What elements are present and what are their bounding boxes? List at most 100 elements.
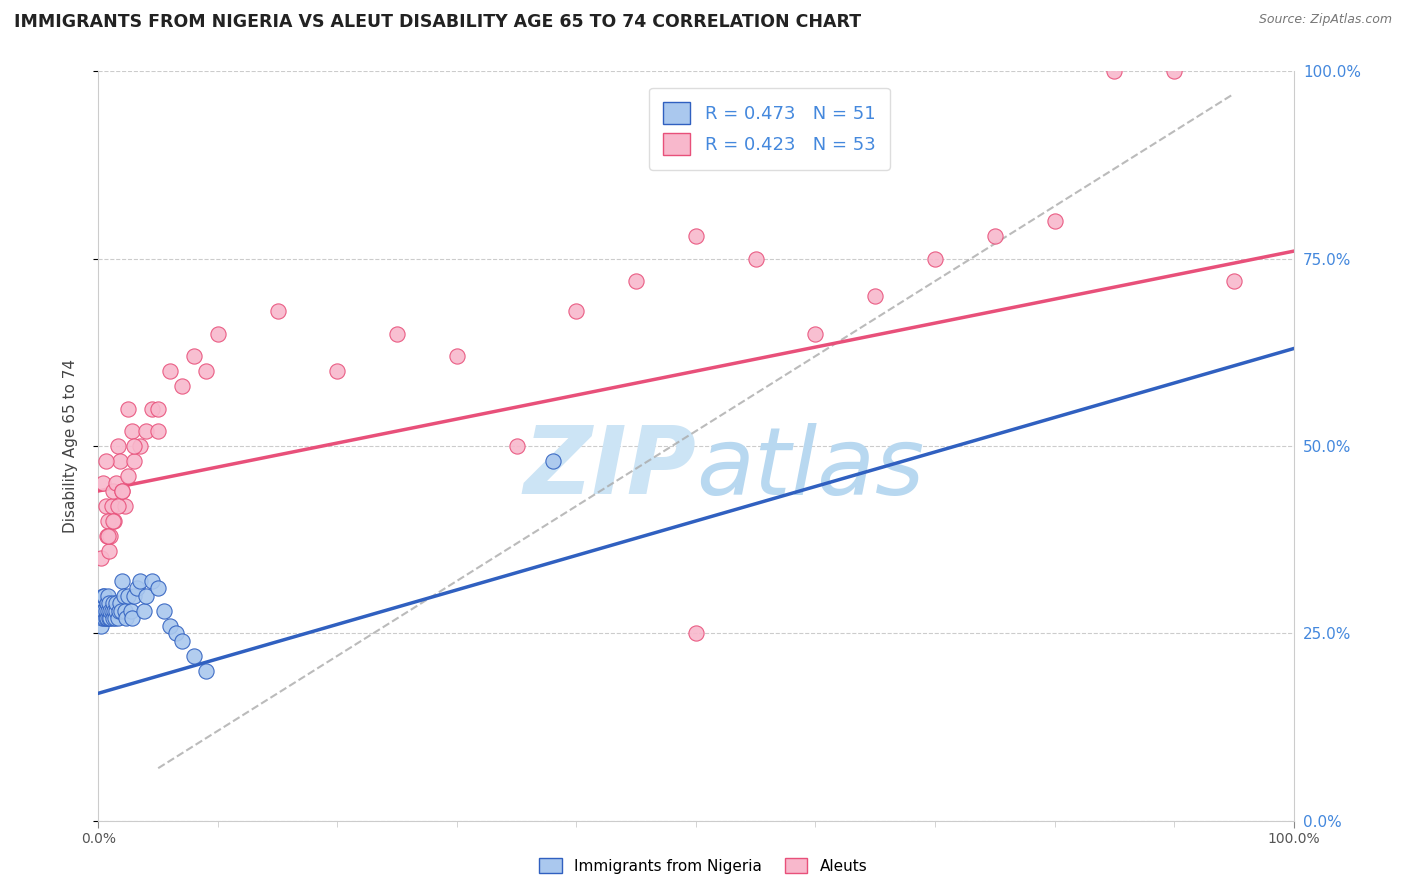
Point bbox=[105, 476, 128, 491]
Point bbox=[267, 304, 290, 318]
Point bbox=[94, 611, 117, 625]
Point bbox=[97, 529, 120, 543]
Point bbox=[141, 401, 163, 416]
Point bbox=[172, 633, 194, 648]
Point bbox=[506, 439, 529, 453]
Point bbox=[97, 589, 120, 603]
Point bbox=[1223, 274, 1246, 288]
Point bbox=[100, 499, 122, 513]
Point bbox=[107, 611, 129, 625]
Point bbox=[446, 349, 468, 363]
Point bbox=[110, 604, 132, 618]
Point bbox=[93, 604, 115, 618]
Point bbox=[865, 289, 887, 303]
Point bbox=[129, 439, 152, 453]
Point bbox=[115, 611, 138, 625]
Point bbox=[195, 364, 218, 378]
Point bbox=[114, 604, 136, 618]
Point bbox=[117, 401, 139, 416]
Point bbox=[135, 589, 157, 603]
Point bbox=[172, 379, 194, 393]
Point bbox=[105, 604, 128, 618]
Point bbox=[94, 454, 117, 468]
Point bbox=[685, 229, 707, 244]
Point bbox=[1043, 214, 1066, 228]
Point bbox=[159, 364, 181, 378]
Point bbox=[183, 349, 205, 363]
Point bbox=[804, 326, 827, 341]
Text: ZIP: ZIP bbox=[523, 423, 696, 515]
Point bbox=[104, 611, 127, 625]
Point bbox=[91, 589, 114, 603]
Point bbox=[132, 604, 155, 618]
Point bbox=[98, 529, 122, 543]
Point bbox=[89, 604, 111, 618]
Point bbox=[326, 364, 349, 378]
Point bbox=[97, 604, 120, 618]
Point bbox=[98, 604, 122, 618]
Point bbox=[90, 551, 112, 566]
Point bbox=[101, 514, 124, 528]
Point bbox=[100, 604, 122, 618]
Point bbox=[98, 611, 122, 625]
Point bbox=[984, 229, 1007, 244]
Point bbox=[148, 424, 170, 438]
Point bbox=[124, 439, 146, 453]
Text: atlas: atlas bbox=[696, 423, 924, 514]
Point bbox=[103, 604, 125, 618]
Point bbox=[207, 326, 229, 341]
Point bbox=[111, 483, 134, 498]
Point bbox=[124, 454, 146, 468]
Point bbox=[107, 499, 129, 513]
Point bbox=[195, 664, 218, 678]
Point bbox=[120, 604, 142, 618]
Point bbox=[94, 499, 117, 513]
Point bbox=[96, 529, 118, 543]
Point bbox=[153, 604, 176, 618]
Point bbox=[121, 611, 143, 625]
Point bbox=[93, 611, 115, 625]
Point bbox=[91, 476, 114, 491]
Point bbox=[98, 596, 121, 610]
Point bbox=[1104, 64, 1126, 78]
Point bbox=[141, 574, 163, 588]
Point bbox=[96, 611, 118, 625]
Point bbox=[117, 589, 139, 603]
Point bbox=[93, 589, 115, 603]
Point bbox=[541, 454, 564, 468]
Point bbox=[108, 596, 131, 610]
Point bbox=[94, 604, 117, 618]
Point bbox=[685, 626, 707, 640]
Point bbox=[96, 596, 118, 610]
Point bbox=[159, 619, 181, 633]
Point bbox=[125, 582, 148, 596]
Point bbox=[90, 619, 112, 633]
Point bbox=[121, 424, 143, 438]
Point bbox=[626, 274, 648, 288]
Point bbox=[1163, 64, 1185, 78]
Text: IMMIGRANTS FROM NIGERIA VS ALEUT DISABILITY AGE 65 TO 74 CORRELATION CHART: IMMIGRANTS FROM NIGERIA VS ALEUT DISABIL… bbox=[14, 13, 862, 31]
Point bbox=[105, 596, 128, 610]
Point bbox=[103, 514, 125, 528]
Point bbox=[114, 499, 136, 513]
Point bbox=[924, 252, 946, 266]
Point bbox=[91, 611, 114, 625]
Point bbox=[135, 424, 157, 438]
Point bbox=[97, 514, 120, 528]
Point bbox=[745, 252, 768, 266]
Point bbox=[165, 626, 187, 640]
Text: Source: ZipAtlas.com: Source: ZipAtlas.com bbox=[1258, 13, 1392, 27]
Point bbox=[98, 611, 121, 625]
Point bbox=[108, 454, 131, 468]
Point bbox=[107, 604, 129, 618]
Point bbox=[112, 589, 135, 603]
Point bbox=[124, 589, 146, 603]
Point bbox=[91, 604, 114, 618]
Y-axis label: Disability Age 65 to 74: Disability Age 65 to 74 bbox=[63, 359, 77, 533]
Point bbox=[183, 648, 205, 663]
Point bbox=[385, 326, 409, 341]
Legend: Immigrants from Nigeria, Aleuts: Immigrants from Nigeria, Aleuts bbox=[533, 852, 873, 880]
Point bbox=[129, 574, 152, 588]
Point bbox=[98, 544, 121, 558]
Point bbox=[107, 439, 129, 453]
